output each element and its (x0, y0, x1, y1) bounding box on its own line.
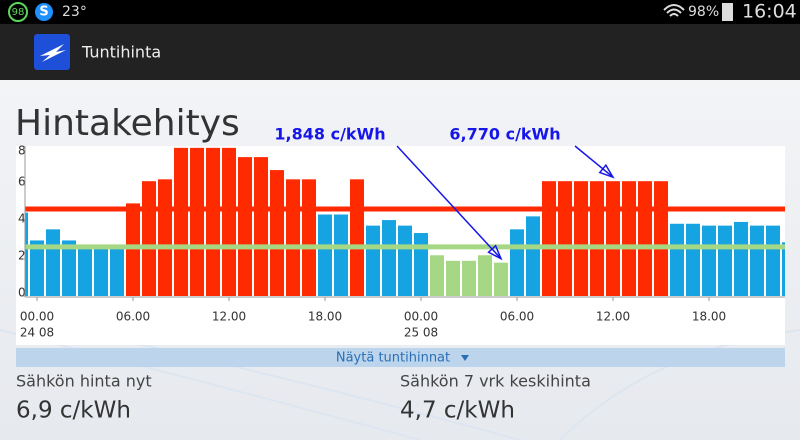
bar (494, 262, 508, 296)
bar (478, 255, 492, 296)
x-tick-label: 00.00 (404, 310, 438, 324)
bar (142, 181, 156, 296)
x-tick-label: 06.00 (116, 310, 150, 324)
bar (782, 242, 785, 296)
annotation-arrowhead (487, 244, 503, 261)
bar (542, 181, 556, 296)
x-tick-label: 18.00 (692, 310, 726, 324)
annotation: 1,848 c/kWh (274, 125, 385, 144)
battery: 98% (688, 4, 719, 20)
bar (254, 157, 268, 296)
bar (430, 255, 444, 296)
badge: 98 (12, 7, 25, 18)
toggle-arrow[interactable] (461, 355, 469, 361)
bar (398, 225, 412, 296)
annotation: 6,770 c/kWh (449, 125, 560, 144)
plot (25, 147, 785, 296)
page-title: Hintakehitys (15, 103, 240, 144)
s-icon (35, 3, 53, 21)
bar (126, 203, 140, 296)
bar (606, 181, 620, 296)
bar (350, 179, 364, 296)
bar (462, 260, 476, 296)
bar (510, 229, 524, 296)
bar (190, 147, 204, 296)
x-tick-label: 06.00 (500, 310, 534, 324)
stat-label: Sähkön hinta nyt (16, 372, 152, 391)
temperature: 23° (62, 4, 87, 20)
bar (158, 179, 172, 296)
toggle-bar[interactable] (16, 348, 785, 367)
bar (334, 214, 348, 296)
bar (318, 214, 332, 296)
app-icon-glyph (40, 44, 66, 62)
battery-icon (722, 3, 733, 21)
bar (94, 247, 108, 296)
time: 16:04 (742, 1, 797, 23)
s-letter: S (39, 5, 48, 20)
bar (110, 247, 124, 296)
y-tick-label: 2 (18, 248, 26, 262)
bar (590, 181, 604, 296)
bar (238, 157, 252, 296)
bar (302, 179, 316, 296)
bar (30, 240, 44, 296)
bar (206, 147, 220, 296)
x-tick-label: 12.00 (212, 310, 246, 324)
bar (446, 260, 460, 296)
badge-icon (8, 2, 28, 22)
bar (686, 223, 700, 296)
app-bar (0, 24, 800, 80)
bar (414, 233, 428, 296)
annotation-arrow (574, 145, 614, 178)
bar (574, 181, 588, 296)
bar (702, 225, 716, 296)
bar (62, 240, 76, 296)
x-tick-label: 18.00 (308, 310, 342, 324)
y-tick-label: 8 (18, 144, 26, 158)
stat-value: 4,7 c/kWh (400, 398, 515, 424)
bar (622, 181, 636, 296)
date-label: 25 08 (404, 326, 438, 340)
bar (78, 247, 92, 296)
bar (638, 181, 652, 296)
bar (270, 170, 284, 296)
x-tick-label: 12.00 (596, 310, 630, 324)
stat-value: 6,9 c/kWh (16, 398, 131, 424)
annotation-arrow (396, 145, 502, 260)
app-title[interactable]: Tuntihinta (81, 43, 161, 62)
stat-label: Sähkön 7 vrk keskihinta (400, 372, 591, 391)
y-tick-label: 6 (18, 174, 26, 188)
wifi-icon (663, 4, 685, 17)
date-label: 24 08 (20, 326, 54, 340)
y-tick-label: 4 (18, 211, 26, 225)
bar (366, 225, 380, 296)
bar (718, 225, 732, 296)
x-tick-label: 00.00 (20, 310, 54, 324)
bar (766, 225, 780, 296)
bar (750, 225, 764, 296)
bar (654, 181, 668, 296)
bar (46, 229, 60, 296)
y-tick-label: 0 (18, 286, 26, 300)
bar (526, 216, 540, 296)
bar (174, 147, 188, 296)
bar (286, 179, 300, 296)
bar (670, 223, 684, 296)
bar (734, 221, 748, 296)
overlay: 0 2 4 6 8 00.00 06.00 12.00 18.00 00.00 06.00 12.00… (18, 125, 785, 340)
bar (222, 147, 236, 296)
toggle-label[interactable]: Näytä tuntihinnat (336, 351, 450, 366)
bar (382, 220, 396, 296)
bar (25, 212, 28, 296)
bar (558, 181, 572, 296)
annotation-arrowhead (598, 163, 615, 179)
